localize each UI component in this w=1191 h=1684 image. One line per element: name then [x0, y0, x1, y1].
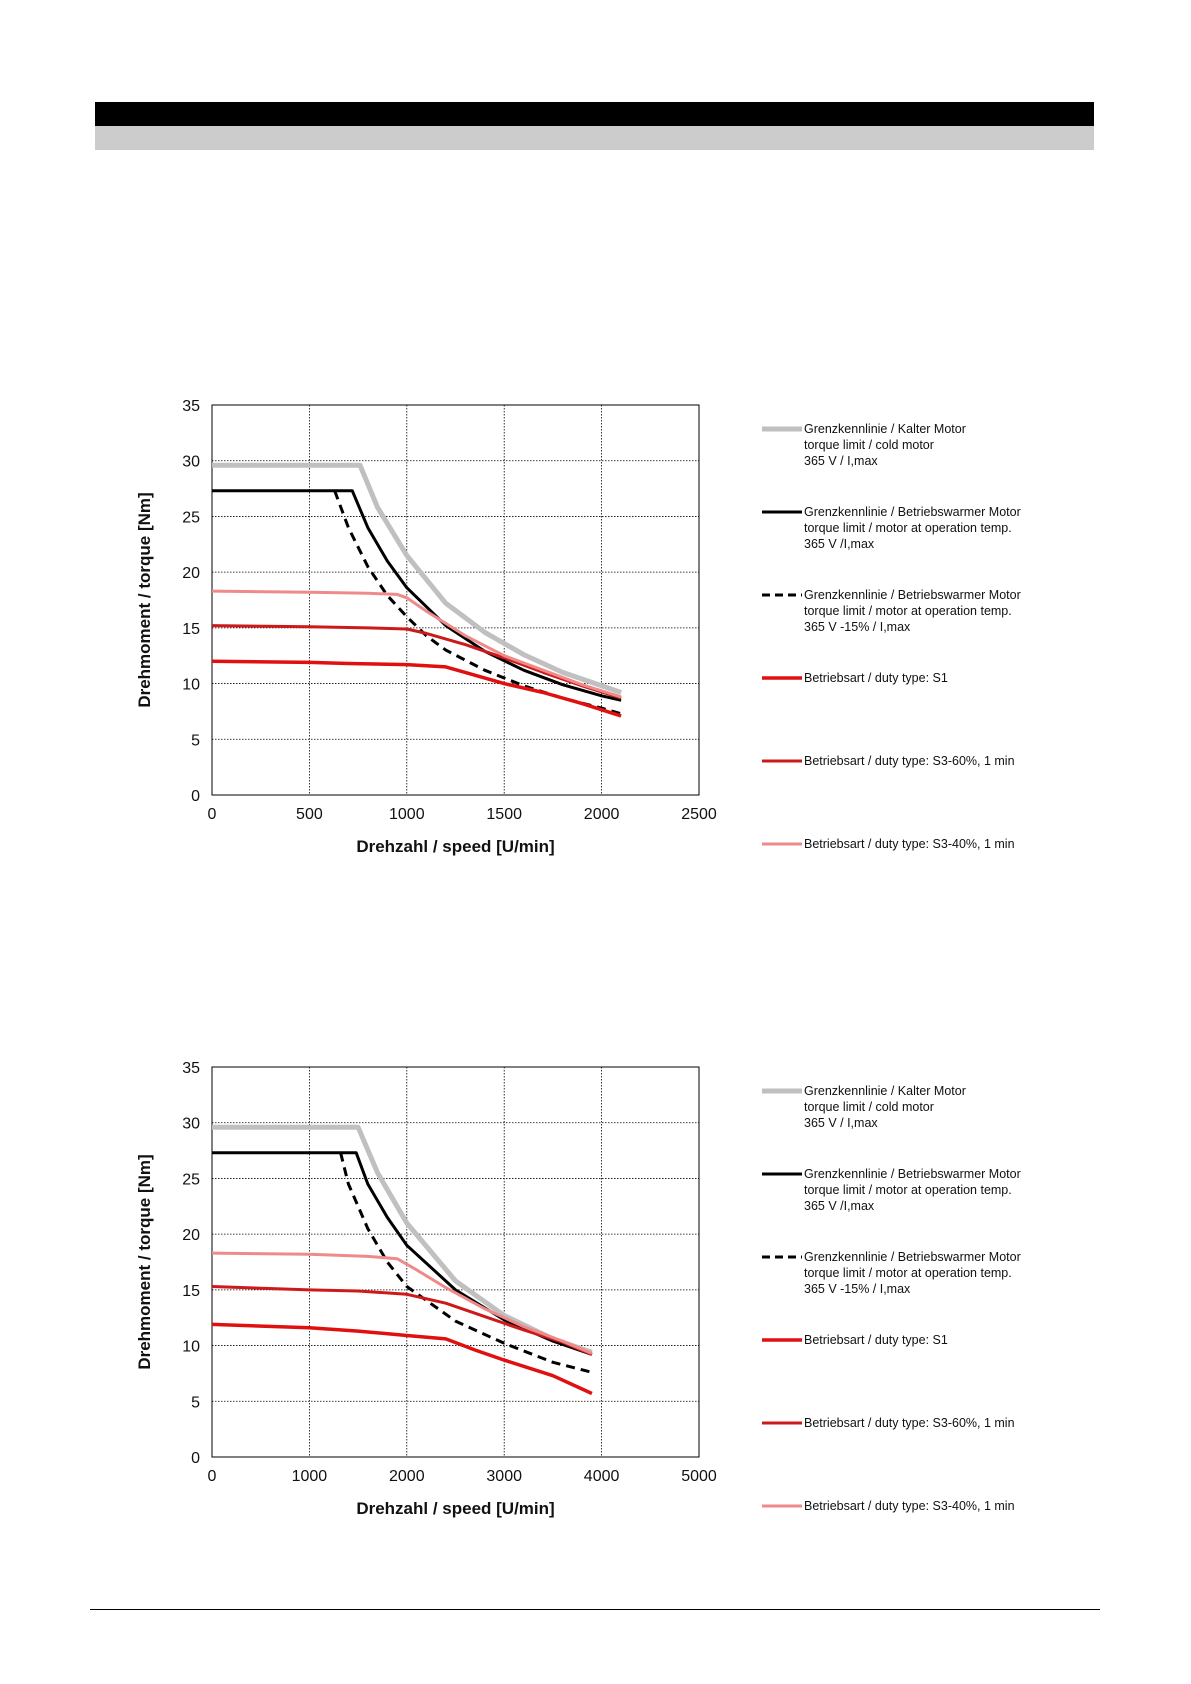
y-tick-label: 15	[182, 1283, 200, 1300]
x-axis-title: Drehzahl / speed [U/min]	[356, 837, 554, 856]
x-tick-label: 3000	[486, 1468, 522, 1485]
series-line	[211, 1285, 593, 1356]
legend-label: 365 V /I,max	[804, 1199, 875, 1213]
series-line	[211, 659, 622, 718]
legend-label: Grenzkennlinie / Kalter Motor	[804, 422, 966, 436]
x-tick-label: 5000	[681, 1468, 717, 1485]
x-axis-title: Drehzahl / speed [U/min]	[356, 1499, 554, 1518]
legend-label: torque limit / motor at operation temp.	[804, 1183, 1012, 1197]
y-tick-label: 25	[182, 509, 200, 526]
legend-label: Grenzkennlinie / Betriebswarmer Motor	[804, 1167, 1021, 1181]
legend-label: Betriebsart / duty type: S1	[804, 671, 948, 685]
x-tick-label: 4000	[584, 1468, 620, 1485]
y-tick-label: 10	[182, 677, 200, 694]
x-tick-label: 0	[208, 1468, 217, 1485]
series-line	[211, 624, 622, 700]
series-line	[211, 589, 622, 699]
x-tick-label: 2000	[389, 1468, 425, 1485]
y-tick-label: 10	[182, 1339, 200, 1356]
legend-label: Betriebsart / duty type: S3-40%, 1 min	[804, 1499, 1015, 1513]
legend-label: torque limit / motor at operation temp.	[804, 521, 1012, 535]
y-axis-title: Drehmoment / torque [Nm]	[135, 1154, 154, 1369]
legend-label: Betriebsart / duty type: S3-60%, 1 min	[804, 1416, 1015, 1430]
y-tick-label: 20	[182, 565, 200, 582]
y-tick-label: 30	[182, 454, 200, 471]
y-tick-label: 15	[182, 621, 200, 638]
header-black-bar	[95, 102, 1094, 126]
legend-label: Betriebsart / duty type: S3-60%, 1 min	[804, 754, 1015, 768]
y-tick-label: 30	[182, 1116, 200, 1133]
legend-label: 365 V -15% / I,max	[804, 1282, 911, 1296]
legend-label: Betriebsart / duty type: S1	[804, 1333, 948, 1347]
series-line	[339, 1152, 593, 1374]
x-tick-label: 1000	[389, 806, 425, 823]
x-tick-label: 500	[296, 806, 323, 823]
y-tick-label: 5	[191, 732, 200, 749]
y-tick-label: 5	[191, 1394, 200, 1411]
series-line	[211, 1251, 593, 1355]
series-line	[212, 462, 622, 695]
legend-label: torque limit / motor at operation temp.	[804, 1266, 1012, 1280]
legend-label: Grenzkennlinie / Betriebswarmer Motor	[804, 588, 1021, 602]
y-tick-label: 25	[182, 1171, 200, 1188]
plot-frame	[211, 404, 700, 796]
y-tick-label: 0	[191, 788, 200, 805]
legend-label: 365 V / I,max	[804, 1116, 878, 1130]
legend-label: 365 V /I,max	[804, 537, 875, 551]
legend-label: torque limit / cold motor	[804, 438, 934, 452]
x-tick-label: 2000	[584, 806, 620, 823]
legend-label: Grenzkennlinie / Betriebswarmer Motor	[804, 505, 1021, 519]
legend-label: 365 V -15% / I,max	[804, 620, 911, 634]
x-tick-label: 2500	[681, 806, 717, 823]
y-tick-label: 35	[182, 398, 200, 415]
x-tick-label: 1000	[292, 1468, 328, 1485]
header-grey-bar	[95, 126, 1094, 150]
series-line	[211, 1322, 593, 1396]
series-line	[212, 489, 622, 702]
y-tick-label: 0	[191, 1450, 200, 1467]
legend-label: torque limit / motor at operation temp.	[804, 604, 1012, 618]
legend-label: torque limit / cold motor	[804, 1100, 934, 1114]
y-axis-title: Drehmoment / torque [Nm]	[135, 492, 154, 707]
y-tick-label: 35	[182, 1060, 200, 1077]
x-tick-label: 1500	[486, 806, 522, 823]
torque-speed-chart-2: 0 1000 2000 3000 4000 5000 0 5 10 15 20 25 30 35 Drehz…	[135, 1060, 1021, 1518]
legend-label: Grenzkennlinie / Kalter Motor	[804, 1084, 966, 1098]
y-tick-label: 20	[182, 1227, 200, 1244]
torque-speed-chart-1: 0 500 1000 1500 2000 2500 0 5 10 15 20 25 30 35 Drehza…	[135, 398, 1021, 856]
legend-label: Grenzkennlinie / Betriebswarmer Motor	[804, 1250, 1021, 1264]
legend-label: Betriebsart / duty type: S3-40%, 1 min	[804, 837, 1015, 851]
plot-frame	[211, 1066, 700, 1458]
footer-rule	[90, 1609, 1100, 1610]
legend-label: 365 V / I,max	[804, 454, 878, 468]
x-tick-label: 0	[208, 806, 217, 823]
